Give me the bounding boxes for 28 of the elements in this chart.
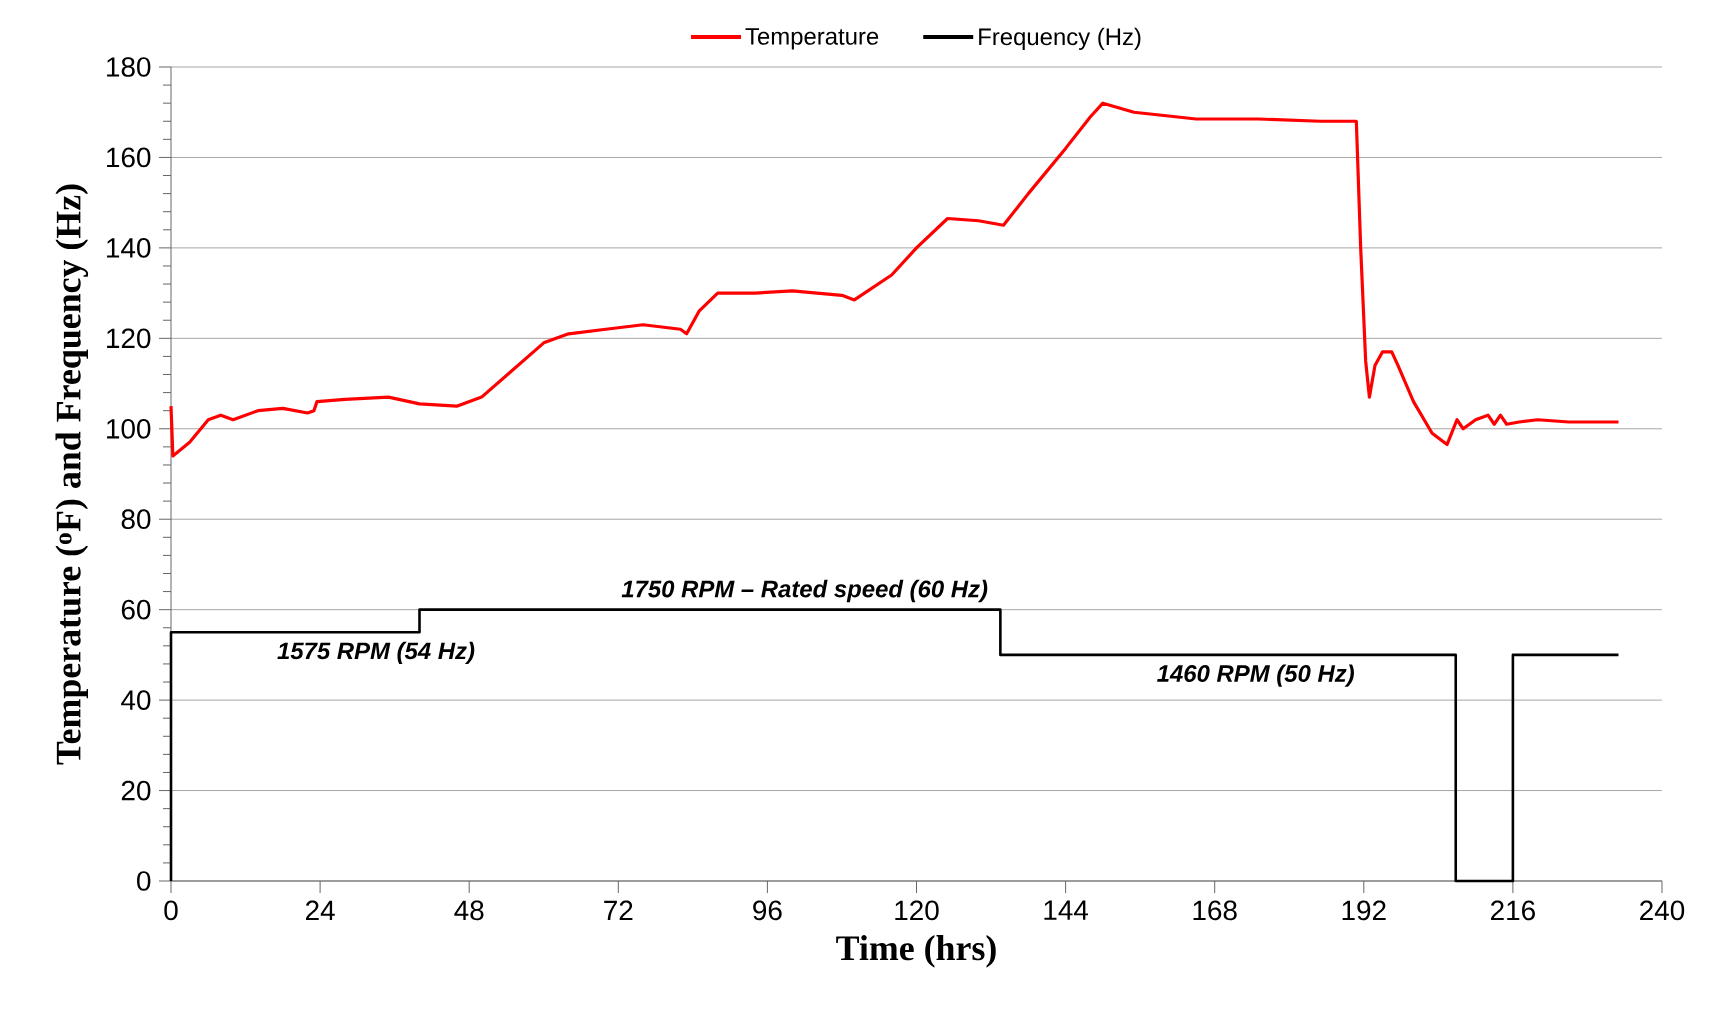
x-tick-label: 0 bbox=[164, 900, 178, 921]
x-axis-title: Time (hrs) bbox=[836, 935, 996, 968]
y-tick-label: 160 bbox=[107, 147, 151, 168]
x-tick-label: 168 bbox=[1193, 900, 1237, 921]
y-tick-label: 20 bbox=[121, 780, 151, 801]
y-tick-label: 100 bbox=[107, 418, 151, 439]
x-tick-label: 192 bbox=[1342, 900, 1386, 921]
legend-label: Temperature bbox=[745, 28, 879, 50]
annotation: 1575 RPM (54 Hz) bbox=[277, 641, 475, 665]
x-tick-label: 216 bbox=[1491, 900, 1535, 921]
x-tick-label: 144 bbox=[1044, 900, 1089, 920]
x-tick-label: 72 bbox=[604, 900, 633, 920]
y-tick-label: 0 bbox=[137, 871, 151, 891]
y-tick-label: 80 bbox=[121, 509, 151, 530]
y-tick-label: 140 bbox=[107, 238, 151, 258]
x-tick-label: 24 bbox=[305, 900, 335, 920]
x-tick-label: 240 bbox=[1640, 900, 1685, 921]
x-tick-label: 48 bbox=[454, 900, 484, 921]
x-tick-label: 120 bbox=[895, 900, 939, 921]
y-tick-label: 120 bbox=[107, 328, 151, 349]
y-tick-label: 60 bbox=[121, 599, 151, 620]
y-tick-label: 180 bbox=[107, 57, 151, 77]
legend-label: Frequency (Hz) bbox=[979, 27, 1141, 50]
annotation: 1750 RPM – Rated speed (60 Hz) bbox=[621, 579, 988, 603]
y-tick-label: 40 bbox=[121, 690, 151, 710]
annotation: 1460 RPM (50 Hz) bbox=[1157, 664, 1354, 687]
x-tick-label: 96 bbox=[753, 900, 782, 921]
y-axis-title: Temperature ($^{o}$F) and Frequency (Hz) bbox=[55, 184, 89, 765]
